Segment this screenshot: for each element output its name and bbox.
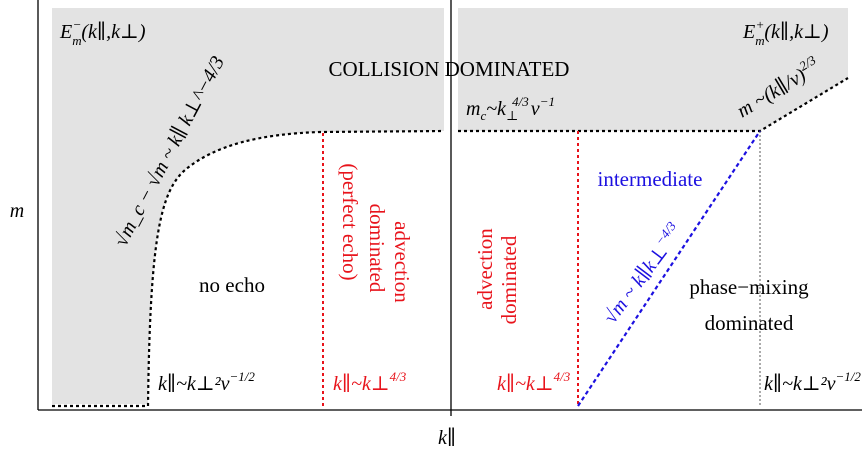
svg-text:dominated: dominated (365, 204, 389, 293)
left-energy-label: Em−(k∥,k⊥) (59, 17, 146, 48)
svg-text:advection: advection (473, 228, 497, 310)
y-axis-label: m (10, 200, 24, 222)
svg-text:Em−(k∥,k⊥): Em−(k∥,k⊥) (59, 17, 146, 48)
k-bottom-right: k∥~k⊥²ν−1/2 (764, 369, 861, 395)
right-energy-label: Em+(k∥,k⊥) (742, 17, 829, 48)
phase-mixing-label-line1: phase−mixing (689, 275, 809, 299)
svg-text:dominated: dominated (497, 235, 521, 324)
blue-line-formula: √m ~ k∥k⊥−4/3 (596, 218, 688, 328)
mc-formula: mc~k⊥4/3 ν−1 (466, 94, 555, 123)
svg-text:Em+(k∥,k⊥): Em+(k∥,k⊥) (742, 17, 829, 48)
intermediate-label: intermediate (598, 167, 703, 191)
k-red-right: k∥~k⊥4/3 (497, 369, 571, 395)
phase-mixing-label-line2: dominated (705, 311, 794, 335)
no-echo-label: no echo (199, 273, 265, 297)
right-advection-label: dominated advection (473, 228, 521, 325)
collision-dominated-label: COLLISION DOMINATED (329, 57, 570, 81)
k-red-left: k∥~k⊥4/3 (333, 369, 407, 395)
x-axis-label: k∥ (438, 427, 456, 449)
left-boundary-curve (52, 129, 445, 408)
k-bottom-left: k∥~k⊥²ν−1/2 (158, 369, 255, 395)
blue-diagonal (577, 130, 761, 407)
svg-text:advection: advection (390, 221, 414, 303)
left-advection-label: (perfect echo) dominated advection (338, 163, 414, 303)
left-collision-region (52, 8, 444, 404)
svg-text:(perfect echo): (perfect echo) (338, 163, 362, 280)
right-collision-region (458, 8, 848, 131)
